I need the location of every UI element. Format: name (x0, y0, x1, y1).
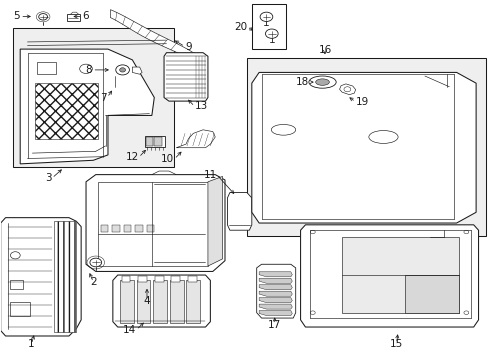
Polygon shape (300, 225, 478, 327)
Circle shape (310, 311, 315, 315)
Polygon shape (259, 272, 292, 277)
Text: 20: 20 (233, 22, 246, 32)
Polygon shape (110, 10, 193, 59)
Polygon shape (339, 84, 355, 95)
Polygon shape (70, 12, 79, 14)
Polygon shape (132, 67, 142, 74)
Circle shape (80, 64, 92, 73)
Text: 12: 12 (125, 152, 139, 162)
Polygon shape (0, 218, 81, 336)
Bar (137, 280, 150, 323)
Bar (146, 137, 153, 146)
Text: 9: 9 (184, 42, 191, 51)
Bar (138, 276, 147, 282)
Bar (171, 276, 180, 282)
Bar (135, 225, 142, 232)
Text: 3: 3 (45, 173, 52, 183)
Text: 1: 1 (28, 339, 35, 349)
Circle shape (120, 68, 125, 72)
Bar (13, 28, 173, 167)
Bar (155, 276, 163, 282)
Text: 8: 8 (85, 65, 92, 75)
Text: 10: 10 (161, 154, 174, 164)
Text: 18: 18 (296, 77, 309, 87)
Bar (10, 302, 30, 316)
Text: 5: 5 (14, 12, 20, 22)
Bar (147, 225, 154, 232)
Bar (154, 137, 161, 146)
Text: 13: 13 (194, 102, 207, 112)
Bar (153, 280, 166, 323)
Ellipse shape (308, 76, 335, 88)
Bar (246, 58, 485, 235)
Bar (144, 135, 164, 147)
Polygon shape (259, 304, 292, 309)
Polygon shape (207, 176, 222, 266)
Circle shape (463, 230, 468, 234)
Polygon shape (256, 264, 295, 318)
Bar (10, 280, 22, 289)
Polygon shape (259, 285, 292, 290)
Polygon shape (163, 53, 207, 101)
Ellipse shape (315, 79, 329, 85)
Text: 11: 11 (203, 170, 216, 180)
Text: 14: 14 (123, 325, 136, 335)
Bar (35, 83, 98, 139)
Text: 15: 15 (389, 338, 403, 348)
Polygon shape (113, 275, 210, 327)
Bar (101, 225, 108, 232)
Polygon shape (227, 193, 251, 230)
Text: 16: 16 (318, 45, 331, 55)
Text: 6: 6 (82, 12, 89, 22)
Polygon shape (405, 275, 458, 313)
Bar (123, 225, 131, 232)
Polygon shape (259, 298, 292, 303)
Bar (122, 276, 130, 282)
Bar (341, 237, 458, 313)
Text: 4: 4 (143, 296, 150, 306)
Circle shape (310, 230, 315, 234)
Text: 19: 19 (355, 97, 368, 107)
Text: 7: 7 (100, 93, 107, 103)
Bar (98, 182, 207, 266)
Bar (120, 280, 134, 323)
Circle shape (260, 12, 272, 22)
Bar (37, 62, 56, 74)
Text: 17: 17 (267, 320, 281, 329)
Bar (112, 225, 119, 232)
Polygon shape (259, 311, 292, 316)
Bar (169, 280, 183, 323)
Bar (187, 276, 196, 282)
Polygon shape (20, 49, 154, 164)
Circle shape (90, 258, 102, 267)
Polygon shape (176, 130, 215, 148)
Polygon shape (259, 291, 292, 296)
Bar (251, 4, 285, 49)
Polygon shape (152, 171, 176, 175)
Circle shape (265, 29, 278, 39)
Bar (54, 221, 76, 332)
Polygon shape (86, 175, 224, 271)
Circle shape (463, 311, 468, 315)
Bar (186, 280, 200, 323)
Circle shape (39, 14, 47, 20)
Polygon shape (259, 278, 292, 283)
Circle shape (116, 65, 129, 75)
Polygon shape (251, 72, 475, 223)
Bar (66, 14, 80, 21)
Text: 2: 2 (90, 277, 97, 287)
